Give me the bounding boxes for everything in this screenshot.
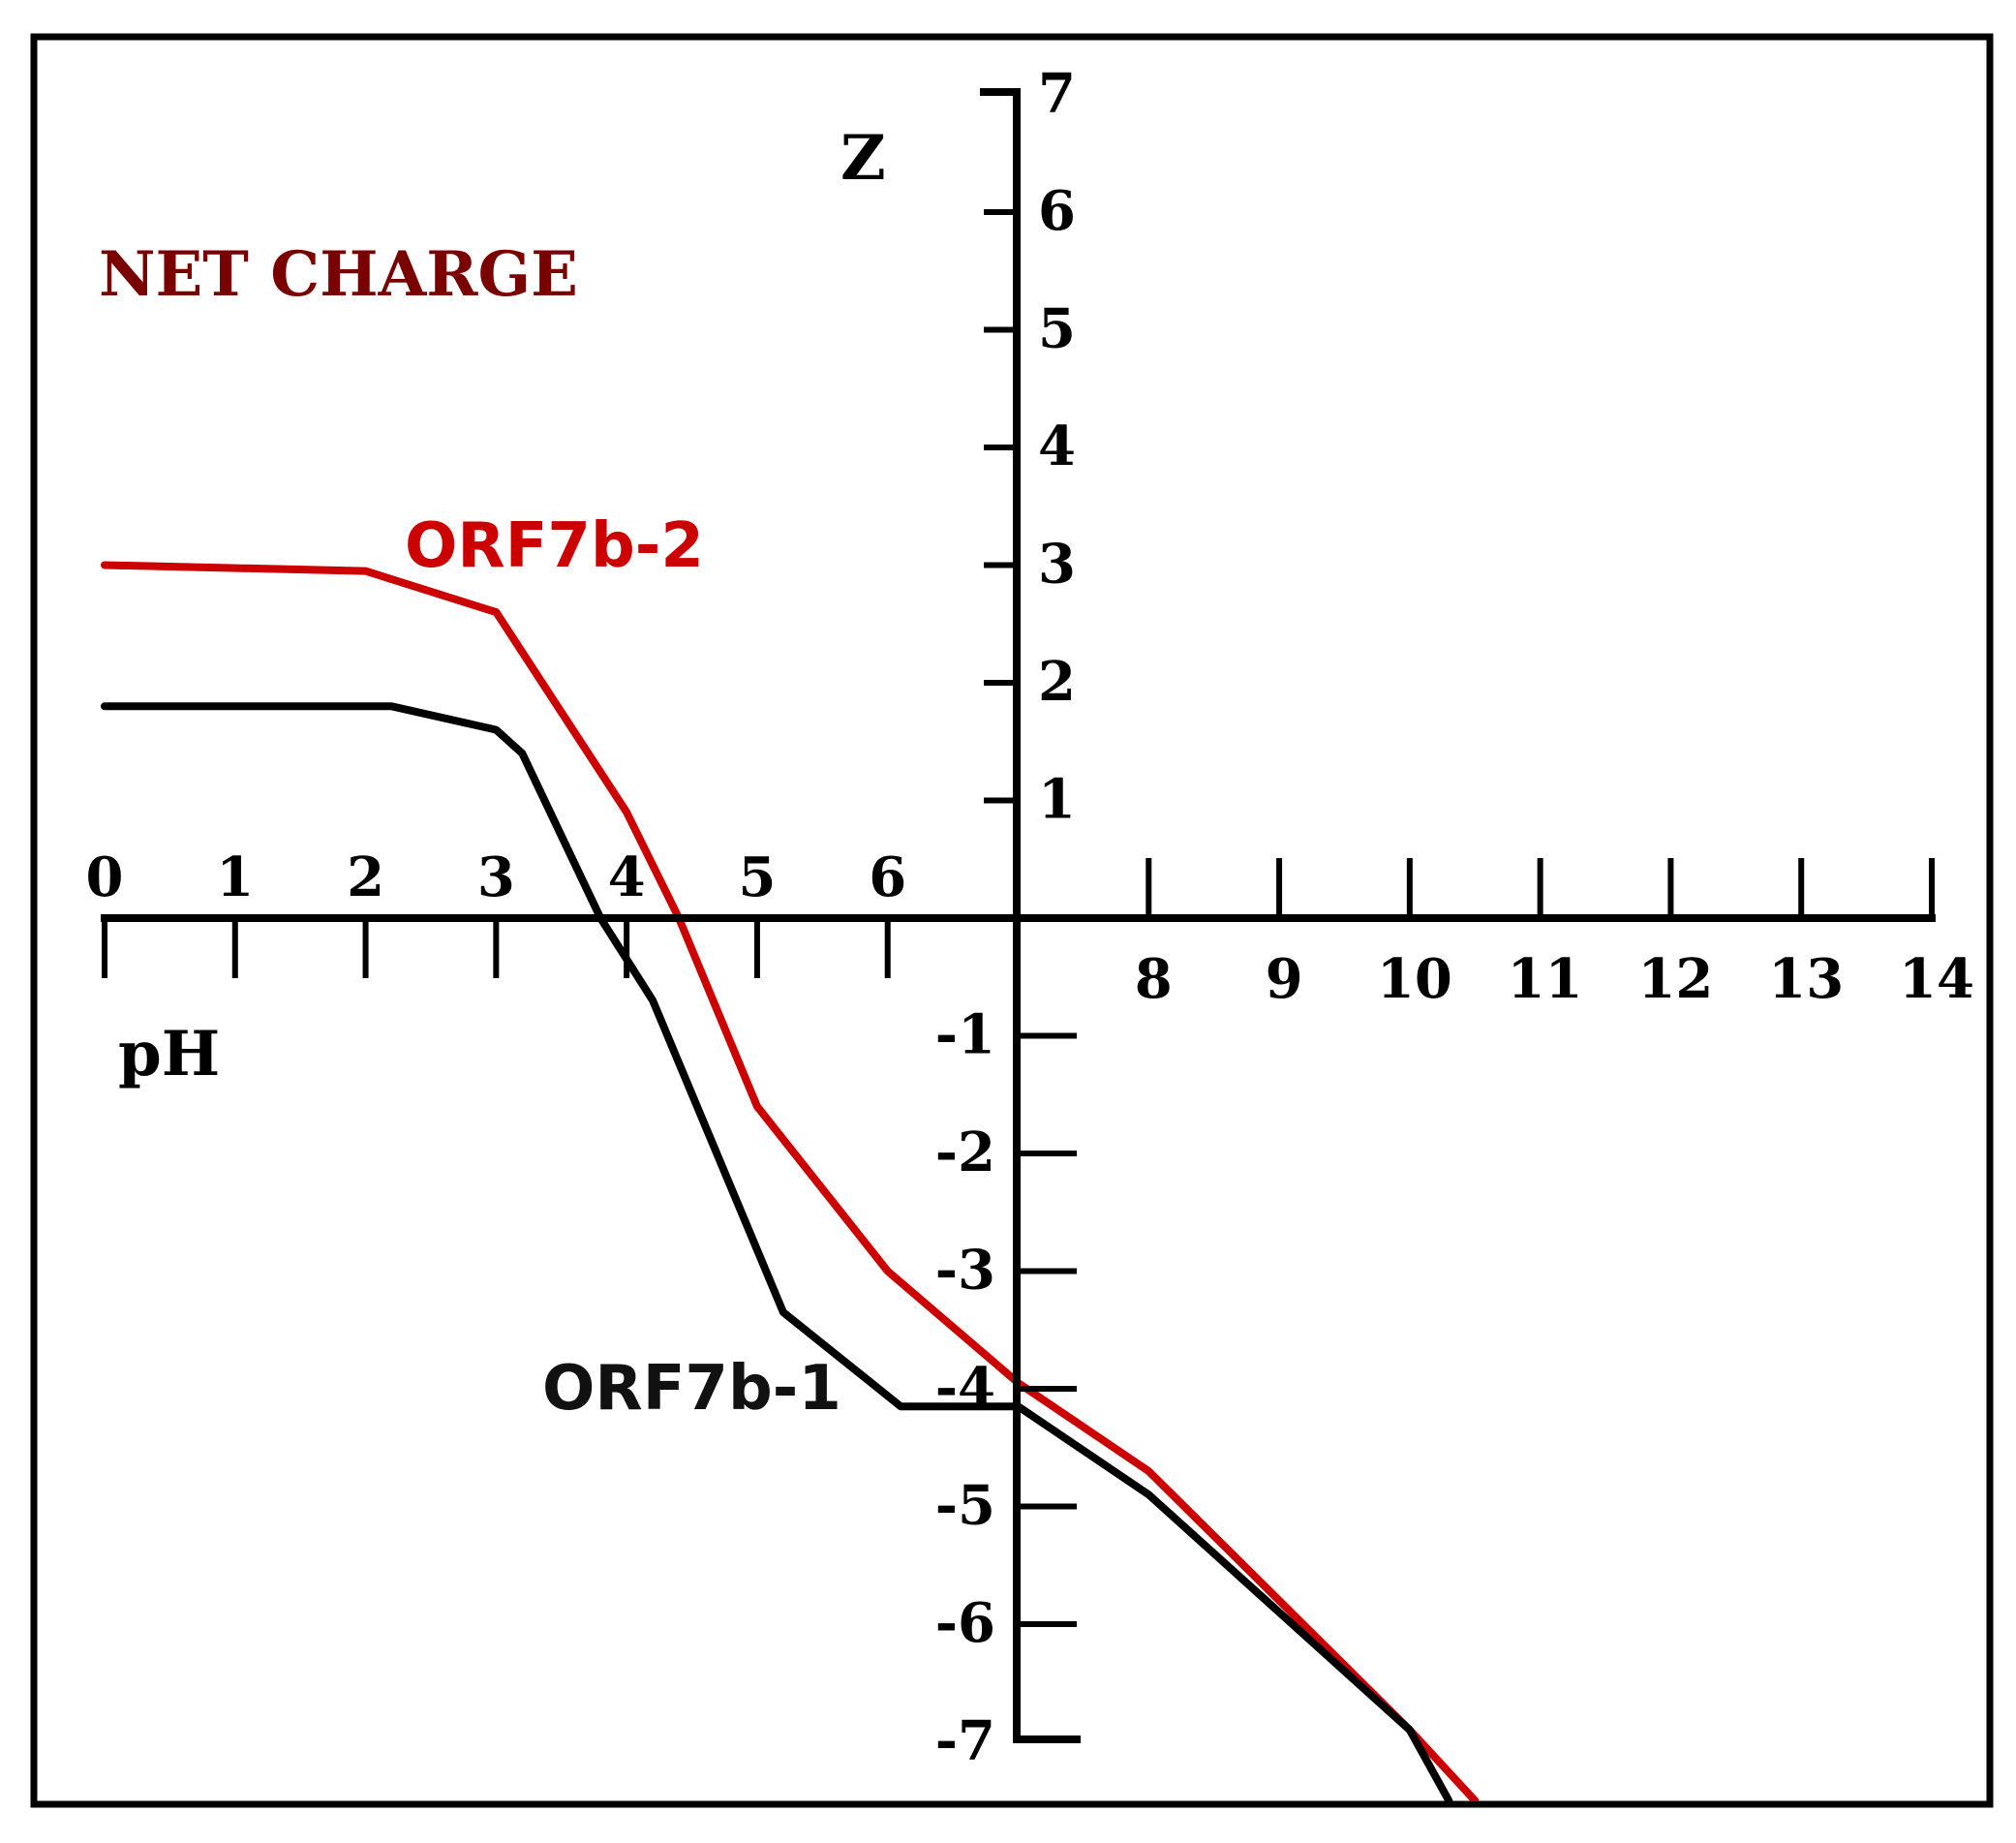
x-tick-label: 13 bbox=[1768, 947, 1844, 1011]
y-tick-label: 1 bbox=[1038, 768, 1076, 832]
y-tick-label: 3 bbox=[1038, 533, 1076, 597]
y-tick-label: -5 bbox=[935, 1474, 995, 1538]
y-tick-label: 7 bbox=[1038, 62, 1076, 126]
x-tick-label: 2 bbox=[347, 845, 384, 909]
chart-title: NET CHARGE bbox=[99, 238, 578, 311]
x-tick-label: 6 bbox=[869, 845, 906, 909]
x-tick-label: 8 bbox=[1135, 947, 1173, 1011]
series-label-orf7b-2: ORF7b-2 bbox=[405, 510, 704, 582]
x-tick-label: 12 bbox=[1637, 947, 1713, 1011]
x-tick-label: 1 bbox=[216, 845, 254, 909]
x-tick-label: 11 bbox=[1508, 947, 1583, 1011]
y-tick-label: 5 bbox=[1038, 297, 1076, 361]
x-tick-label: 9 bbox=[1266, 947, 1303, 1011]
y-tick-label: 6 bbox=[1038, 179, 1076, 243]
y-tick-label: -4 bbox=[935, 1356, 995, 1420]
x-axis-title: pH bbox=[118, 1018, 220, 1090]
x-tick-label: 10 bbox=[1377, 947, 1452, 1011]
x-tick-label: 3 bbox=[477, 845, 515, 909]
y-tick-label: -7 bbox=[935, 1709, 995, 1773]
y-tick-label: 4 bbox=[1038, 415, 1076, 478]
chart-frame bbox=[30, 33, 1994, 1808]
series-layer bbox=[101, 561, 1480, 1801]
x-tick-label: 0 bbox=[86, 845, 124, 909]
x-tick-label: 4 bbox=[608, 845, 646, 909]
y-axis-title: Z bbox=[840, 122, 886, 195]
x-tick-label: 14 bbox=[1899, 947, 1974, 1011]
y-tick-label: -1 bbox=[935, 1003, 995, 1067]
series-line-orf7b-2 bbox=[101, 561, 1480, 1801]
y-tick-label: 2 bbox=[1038, 650, 1076, 714]
series-label-orf7b-1: ORF7b-1 bbox=[542, 1353, 841, 1425]
y-tick-label: -2 bbox=[935, 1121, 995, 1184]
x-tick-label: 5 bbox=[738, 845, 776, 909]
series-line-orf7b-1 bbox=[101, 702, 1453, 1801]
y-tick-label: -6 bbox=[935, 1591, 995, 1655]
y-tick-label: -3 bbox=[935, 1239, 995, 1303]
